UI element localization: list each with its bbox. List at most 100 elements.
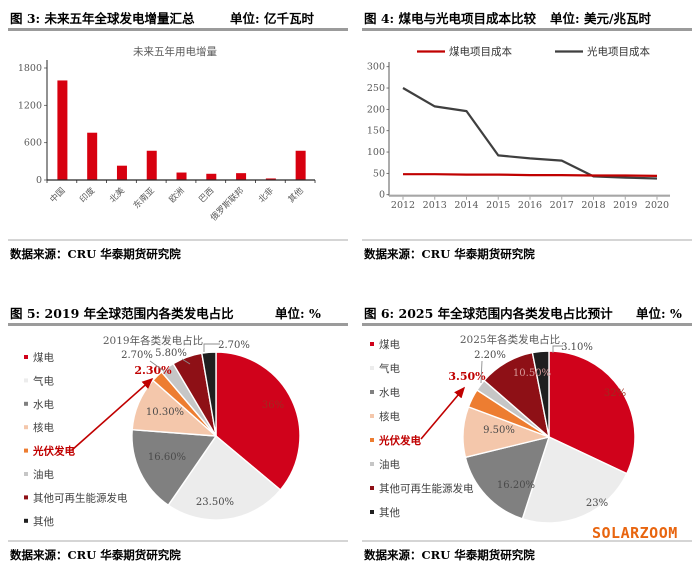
pie-slice: [131, 429, 217, 506]
percent-label: 23%: [586, 498, 608, 509]
legend-label: 油电: [33, 468, 54, 481]
chart5-svg: 2019年各类发电占比 36% 23.50% 16.60% 10.30% 2.30% 2.7…: [24, 334, 301, 528]
x-category-label: 中国: [48, 185, 68, 205]
legend-label: 其他: [379, 506, 400, 519]
percent-label: 16.20%: [497, 480, 535, 491]
legend-label: 光电项目成本: [587, 46, 650, 58]
pie-slice: [521, 436, 628, 524]
pie-slice: [201, 351, 217, 437]
figure-header: 图 5: 2019 年全球范围内各类发电占比 单位: %: [10, 303, 348, 321]
x-tick-label: 2013: [423, 200, 447, 211]
legend-marker: [370, 510, 374, 514]
label-leader-line: [552, 345, 563, 353]
x-category-label: 北非: [256, 185, 276, 205]
legend-marker: [24, 448, 28, 453]
percent-label: 5.80%: [155, 348, 187, 359]
percent-label: 32%: [604, 388, 626, 399]
percent-label: 36%: [262, 400, 284, 411]
figure-5: 图 5: 2019 年全球范围内各类发电占比 单位: % 2019年各类发电占比…: [8, 303, 348, 565]
data-line: [402, 87, 658, 180]
source-divider: [362, 540, 692, 542]
bar: [57, 80, 68, 180]
figure-header: 图 3: 未来五年全球发电增量汇总 单位: 亿千瓦时: [10, 8, 348, 26]
pie-chart-2025: 2025年各类发电占比 32% 23% 16.20% 9.50% 3.50% 2.20% 10…: [362, 332, 692, 537]
legend-label: 煤电: [33, 351, 54, 364]
legend-marker: [24, 425, 28, 430]
label-leader-line: [149, 360, 165, 372]
bar: [236, 173, 247, 180]
bar: [206, 173, 217, 180]
legend-label: 其他: [33, 515, 54, 528]
chart-title: 2025年各类发电占比: [460, 333, 560, 346]
figure-title: 图 5: 2019 年全球范围内各类发电占比: [10, 306, 234, 321]
legend-marker: [370, 414, 374, 418]
y-tick-label: 1200: [18, 100, 42, 111]
figure-unit: 单位: %: [275, 306, 321, 321]
x-tick-label: 2012: [391, 200, 415, 211]
legend-marker: [370, 486, 374, 490]
bar-chart: 未来五年用电增量 0 600 1200 1800 中国 印度 北美 东南亚 欧洲 巴西 俄罗斯联邦 北非…: [8, 45, 348, 233]
pie-slice: [548, 350, 636, 475]
legend-label: 水电: [33, 398, 54, 411]
legend-marker: [24, 495, 28, 500]
figure-title: 图 4: 煤电与光电项目成本比较: [364, 11, 537, 26]
label-leader-line: [480, 360, 483, 384]
legend-label: 光伏发电: [32, 445, 75, 458]
label-leader-line: [203, 343, 220, 352]
bar: [265, 178, 276, 180]
percent-label-highlight: 2.30%: [134, 364, 172, 377]
percent-label: 2.70%: [218, 340, 250, 351]
x-tick-label: 2017: [550, 200, 574, 211]
legend-marker: [370, 342, 374, 346]
legend-label: 水电: [379, 386, 400, 399]
legend-marker: [370, 390, 374, 394]
x-tick-label: 2020: [645, 200, 669, 211]
figure-unit: 单位: 美元/兆瓦时: [550, 11, 652, 26]
legend-marker: [24, 401, 28, 406]
line-chart: 煤电项目成本 光电项目成本 0 50 100 150 200 250 300 2012 2013 20…: [362, 45, 692, 233]
figure-header: 图 4: 煤电与光电项目成本比较 单位: 美元/兆瓦时: [364, 8, 692, 26]
figure-unit: 单位: %: [636, 306, 682, 321]
solarzoom-watermark: SOLARZOOM: [592, 524, 678, 542]
legend-label: 油电: [379, 458, 400, 471]
pie-slice: [531, 350, 550, 438]
bar: [176, 172, 187, 180]
header-divider: [8, 323, 348, 326]
x-category-label: 北美: [107, 185, 127, 205]
highlight-arrow: [71, 377, 154, 451]
x-category-label: 俄罗斯联邦: [208, 185, 246, 223]
legend-marker: [24, 518, 28, 523]
highlight-arrow: [420, 386, 466, 440]
pie-slice: [167, 435, 282, 521]
header-divider: [362, 323, 692, 326]
legend-label: 核电: [379, 410, 400, 423]
legend-marker: [24, 355, 28, 359]
y-tick-label: 150: [367, 126, 385, 137]
x-category-label: 其他: [286, 185, 306, 205]
bar: [295, 150, 306, 180]
pie-slice: [464, 436, 550, 520]
chart4-svg: 煤电项目成本 光电项目成本 0 50 100 150 200 250 300 2012 2013 20…: [367, 45, 670, 211]
source-divider: [362, 239, 692, 241]
x-tick-label: 2016: [518, 200, 542, 211]
x-tick-label: 2018: [581, 200, 605, 211]
y-tick-label: 50: [373, 168, 385, 179]
bar: [146, 150, 157, 180]
legend-label: 核电: [33, 421, 54, 434]
legend-label: 气电: [33, 374, 54, 387]
header-divider: [8, 28, 348, 31]
pie-chart-2019: 2019年各类发电占比 36% 23.50% 16.60% 10.30% 2.30% 2.7…: [8, 332, 348, 537]
figure-source: 数据来源：CRU 华泰期货研究院: [10, 548, 181, 562]
figure-title: 图 3: 未来五年全球发电增量汇总: [10, 11, 195, 26]
bar: [116, 165, 127, 180]
y-tick-label: 300: [367, 62, 385, 73]
figure-title: 图 6: 2025 年全球范围内各类发电占比预计: [364, 306, 613, 321]
legend-label: 其他可再生能源发电: [33, 491, 128, 504]
legend-label: 光伏发电: [378, 434, 421, 447]
chart-title: 未来五年用电增量: [133, 46, 217, 58]
figure-3: 图 3: 未来五年全球发电增量汇总 单位: 亿千瓦时 未来五年用电增量 0 600 1…: [8, 8, 348, 270]
y-tick-label: 250: [367, 83, 385, 94]
percent-label: 10.30%: [146, 407, 184, 418]
legend-marker: [24, 378, 28, 383]
